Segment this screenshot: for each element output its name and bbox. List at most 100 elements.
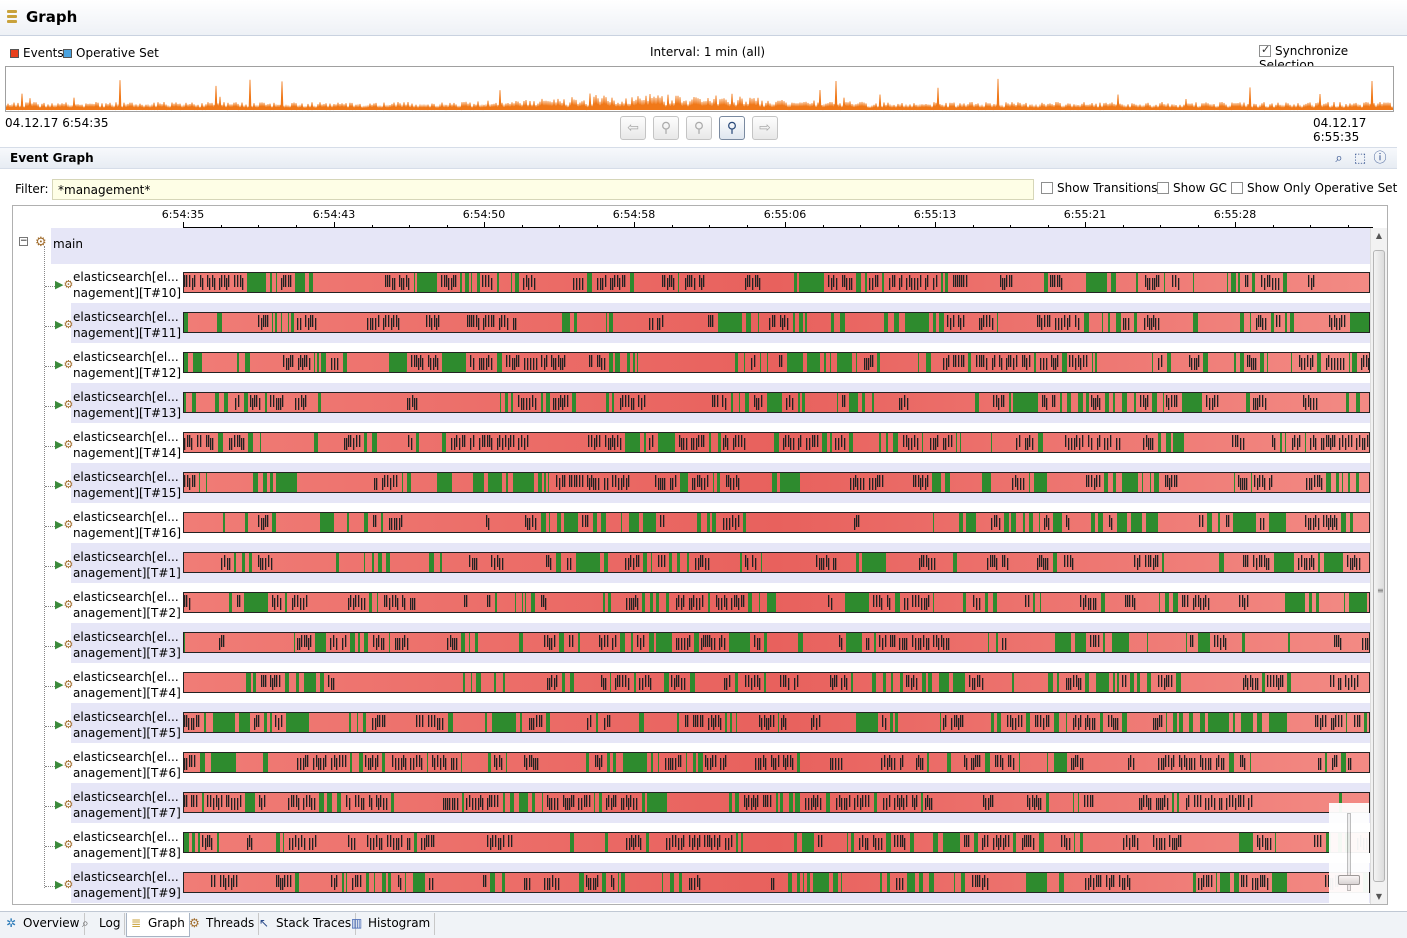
select-area-icon[interactable]: ⬚ xyxy=(1353,151,1367,166)
axis-tick-mark xyxy=(709,225,710,228)
thread-state-bar[interactable] xyxy=(183,272,1370,293)
thread-icon: ▶⚙ xyxy=(55,278,74,291)
thread-label: elasticsearch[el... anagement][T#9] xyxy=(73,869,181,901)
main-thread-group-row[interactable] xyxy=(51,228,1370,264)
overview-sparkline xyxy=(5,78,1394,111)
show-only-operative-set-label: Show Only Operative Set xyxy=(1247,181,1398,195)
tab-log[interactable]: ⌕ Log xyxy=(78,913,126,935)
axis-tick-mark xyxy=(1310,225,1311,228)
axis-tick-mark xyxy=(1085,222,1086,228)
tree-connector-line xyxy=(45,846,59,847)
tab-overview[interactable]: ✲ Overview xyxy=(2,913,85,935)
scroll-down-arrow-icon[interactable]: ▼ xyxy=(1375,892,1383,901)
help-icon[interactable]: ⓘ xyxy=(1373,151,1387,166)
thread-label-line: elasticsearch[el... xyxy=(73,350,179,364)
thread-label-line: elasticsearch[el... xyxy=(73,710,179,724)
thread-state-bar[interactable] xyxy=(183,432,1370,453)
zoom-selection-icon: ⚲ xyxy=(726,120,738,136)
axis-tick-mark xyxy=(446,225,448,228)
tree-connector-line xyxy=(45,526,59,527)
thread-label-line: elasticsearch[el... xyxy=(73,670,179,684)
operative-set-legend-label: Operative Set xyxy=(76,46,159,60)
thread-state-bar[interactable] xyxy=(183,312,1370,333)
back-button[interactable]: ⇦ xyxy=(620,116,646,140)
thread-state-bar[interactable] xyxy=(183,872,1370,893)
zoom-in-button[interactable]: ⚲ xyxy=(686,116,712,140)
axis-tick-mark xyxy=(822,225,824,228)
thread-icon: ▶⚙ xyxy=(55,638,74,651)
checkbox-icon[interactable] xyxy=(1231,182,1243,194)
thread-icon: ▶⚙ xyxy=(55,398,74,411)
thread-icon: ▶⚙ xyxy=(55,438,74,451)
thread-label-line: nagement][T#14] xyxy=(73,446,182,460)
tab-histogram[interactable]: ▥ Histogram xyxy=(347,913,436,935)
interval-label: Interval: 1 min (all) xyxy=(650,45,766,59)
tree-connector-line xyxy=(45,366,59,367)
thread-state-bar[interactable] xyxy=(183,832,1370,853)
vertical-scrollbar[interactable]: ▲ ≡ ▼ xyxy=(1370,228,1387,904)
operative-set-color-swatch xyxy=(63,49,72,58)
zoom-slider-knob[interactable] xyxy=(1338,875,1360,885)
thread-group-icon: ⚙ xyxy=(35,235,47,250)
axis-tick-mark xyxy=(484,222,485,228)
find-icon[interactable]: ⌕ xyxy=(1335,151,1343,166)
graph-icon: ≣ xyxy=(131,916,142,930)
thread-state-bar[interactable] xyxy=(183,752,1370,773)
checkbox-icon[interactable] xyxy=(1157,182,1169,194)
zoom-out-button[interactable]: ⚲ xyxy=(653,116,679,140)
collapse-toggle-icon[interactable]: − xyxy=(19,236,28,246)
axis-tick-mark xyxy=(897,225,899,228)
legend-operative-set: Operative Set xyxy=(63,46,159,60)
thread-state-bar[interactable] xyxy=(183,672,1370,693)
zoom-slider-track[interactable] xyxy=(1347,813,1351,891)
thread-label-line: elasticsearch[el... xyxy=(73,870,179,884)
thread-label-line: elasticsearch[el... xyxy=(73,270,179,284)
thread-state-bar[interactable] xyxy=(183,512,1370,533)
overview-start-time: 04.12.17 6:54:35 xyxy=(5,116,109,130)
thread-state-bar[interactable] xyxy=(183,392,1370,413)
zoom-slider[interactable] xyxy=(1329,803,1369,903)
tree-connector-line xyxy=(45,406,59,407)
checkbox-icon[interactable] xyxy=(1041,182,1053,194)
thread-label-line: elasticsearch[el... xyxy=(73,790,179,804)
thread-label-line: elasticsearch[el... xyxy=(73,630,179,644)
show-transitions-checkbox[interactable]: Show Transitions xyxy=(1041,181,1157,195)
view-header: Graph xyxy=(0,0,1407,36)
thread-label-line: nagement][T#11] xyxy=(73,326,182,340)
scroll-up-arrow-icon[interactable]: ▲ xyxy=(1375,231,1383,240)
tab-stack-traces[interactable]: ↖ Stack Traces xyxy=(255,913,357,935)
thread-state-bar[interactable] xyxy=(183,352,1370,373)
tree-connector-line xyxy=(45,566,59,567)
thread-label: elasticsearch[el... nagement][T#13] xyxy=(73,389,181,421)
thread-label-line: nagement][T#15] xyxy=(73,486,182,500)
thread-state-bar[interactable] xyxy=(183,712,1370,733)
tab-threads[interactable]: ⚙ Threads xyxy=(185,913,260,935)
thread-state-bar[interactable] xyxy=(183,632,1370,653)
overview-icon: ✲ xyxy=(6,916,17,930)
tab-label: Graph xyxy=(148,916,185,930)
thread-label-line: anagement][T#4] xyxy=(73,686,181,700)
thread-state-bar[interactable] xyxy=(183,592,1370,613)
tab-graph[interactable]: ≣ Graph xyxy=(126,913,190,937)
show-gc-checkbox[interactable]: Show GC xyxy=(1157,181,1227,195)
scrollbar-thumb[interactable]: ≡ xyxy=(1373,250,1385,882)
tree-connector-line xyxy=(45,806,59,807)
zoom-selection-button[interactable]: ⚲ xyxy=(719,116,745,140)
thread-icon: ▶⚙ xyxy=(55,598,74,611)
thread-state-bar[interactable] xyxy=(183,552,1370,573)
thread-group-label: main xyxy=(53,237,83,251)
thread-label-line: anagement][T#7] xyxy=(73,806,181,820)
thread-state-bar[interactable] xyxy=(183,472,1370,493)
tab-label: Histogram xyxy=(368,916,431,930)
checkbox-icon[interactable] xyxy=(1259,43,1271,57)
forward-button[interactable]: ⇨ xyxy=(752,116,778,140)
thread-label-line: anagement][T#6] xyxy=(73,766,181,780)
tree-connector-line xyxy=(45,446,59,447)
filter-input[interactable] xyxy=(52,179,1034,200)
tab-label: Stack Traces xyxy=(276,916,352,930)
overview-events-series xyxy=(5,78,1394,111)
overview-timeline[interactable] xyxy=(5,66,1394,112)
event-graph-canvas[interactable]: 6:54:35 6:54:43 6:54:50 6:54:58 6:55:06 6:55:… xyxy=(12,205,1388,905)
show-only-operative-set-checkbox[interactable]: Show Only Operative Set xyxy=(1231,181,1397,195)
thread-state-bar[interactable] xyxy=(183,792,1370,813)
